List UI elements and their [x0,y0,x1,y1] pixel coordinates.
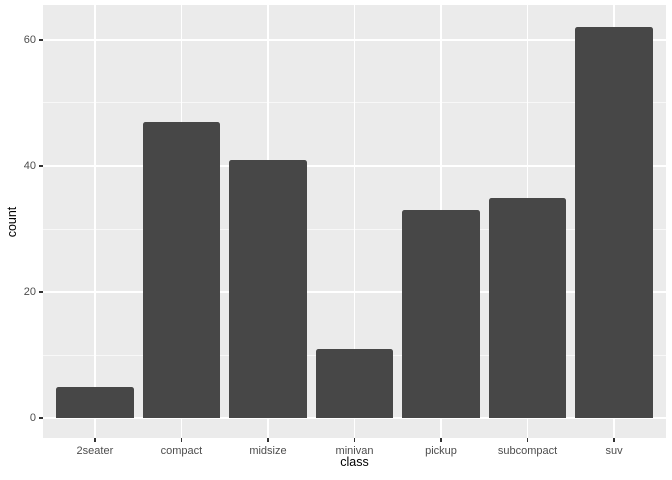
x-tick-mark-suv [613,438,615,442]
x-tick-label-midsize: midsize [249,445,287,457]
x-tick-mark-subcompact [526,438,529,442]
x-tick-mark-minivan [353,438,356,442]
plot-panel [43,5,666,438]
y-tick-label-40: 40 [23,159,36,172]
y-tick-label-0: 0 [29,412,36,425]
y-tick-label-20: 20 [23,286,36,298]
y-tick-mark-20 [39,291,43,293]
y-tick-mark-60 [39,39,43,41]
bar-minivan [315,348,394,419]
gridline-major-x-2seater [94,5,96,438]
bar-suv [575,27,654,419]
x-tick-mark-2seater [94,438,96,442]
y-axis-title: count [5,206,19,237]
x-tick-label-compact: compact [160,445,203,457]
x-tick-label-subcompact: subcompact [497,445,558,457]
x-axis-title: class [340,455,369,469]
x-tick-mark-pickup [440,438,442,442]
x-tick-mark-compact [180,438,183,442]
x-tick-label-suv: suv [605,445,623,457]
x-tick-mark-midsize [267,438,269,442]
y-tick-mark-40 [39,165,43,167]
y-tick-mark-0 [39,417,43,419]
x-tick-label-minivan: minivan [335,445,374,457]
bar-compact [142,121,221,419]
bar-pickup [402,210,480,419]
x-tick-label-2seater: 2seater [76,445,114,457]
bar-2seater [55,386,134,419]
x-tick-label-pickup: pickup [425,445,457,457]
bar-midsize [229,159,307,419]
bar-subcompact [488,197,567,419]
gridline-major-x-minivan [353,5,356,438]
y-tick-label-60: 60 [23,33,36,46]
